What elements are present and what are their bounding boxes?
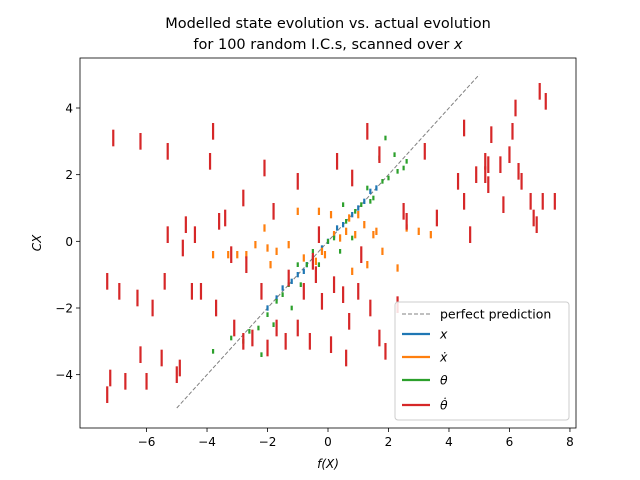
legend-label-perfect-prediction: perfect prediction — [440, 307, 551, 322]
chart-title-line2-prefix: for 100 random I.C.s, scanned over — [193, 37, 454, 53]
chart-title-line2-var: x — [453, 37, 463, 53]
chart-title-line2: for 100 random I.C.s, scanned over x — [193, 37, 463, 53]
x-tick-label: 6 — [506, 435, 514, 449]
legend-label-x-dot: ẋ — [439, 350, 448, 365]
chart-title-line1: Modelled state evolution vs. actual evol… — [165, 16, 491, 32]
x-axis-label: f(X) — [317, 457, 339, 471]
y-tick-label: −2 — [55, 302, 73, 316]
x-tick-label: 0 — [324, 435, 332, 449]
x-tick-label: −4 — [198, 435, 216, 449]
legend-label-theta-dot: θ̇ — [440, 397, 448, 412]
x-tick-label: −6 — [138, 435, 156, 449]
series-theta — [211, 135, 408, 357]
plot-marks — [106, 74, 556, 409]
y-tick-label: 0 — [65, 235, 73, 249]
y-axis-ticks: −4 −2 0 2 4 — [55, 102, 80, 382]
y-tick-label: 2 — [65, 168, 73, 182]
y-axis-label: CX — [30, 234, 44, 251]
legend-label-theta: θ — [440, 373, 448, 388]
x-tick-label: 8 — [566, 435, 574, 449]
x-axis-ticks: −6 −4 −2 0 2 4 6 8 — [138, 428, 574, 449]
legend-box — [394, 301, 570, 421]
legend: perfect prediction x ẋ θ θ̇ — [394, 301, 570, 421]
x-tick-label: 2 — [385, 435, 393, 449]
y-tick-label: −4 — [55, 368, 73, 382]
series-theta-dot — [106, 83, 556, 403]
y-tick-label: 4 — [65, 102, 73, 116]
legend-label-x: x — [439, 327, 448, 342]
x-tick-label: −2 — [259, 435, 277, 449]
x-tick-label: 4 — [445, 435, 453, 449]
